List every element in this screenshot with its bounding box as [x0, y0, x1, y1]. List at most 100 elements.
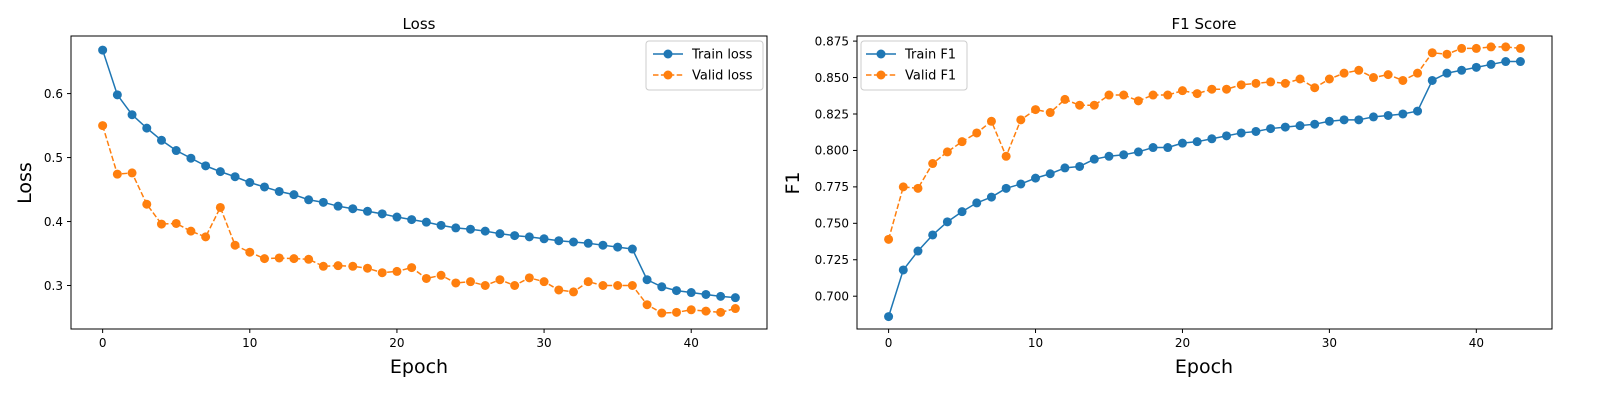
train-f1-point: [1148, 143, 1158, 153]
train-loss-point: [289, 190, 299, 200]
train-f1-point: [928, 230, 938, 240]
valid-loss-point: [348, 261, 358, 271]
train-loss-point: [333, 201, 343, 211]
train-f1-point: [1280, 122, 1290, 132]
f1-y-tick-label: 0.725: [815, 253, 849, 267]
valid-f1-point: [1310, 83, 1320, 93]
valid-loss-point: [730, 304, 740, 314]
train-loss-point: [583, 238, 593, 248]
valid-loss-point: [672, 307, 682, 317]
train-loss-point: [245, 178, 255, 187]
valid-f1-line: [887, 46, 1521, 240]
train-loss-point: [436, 220, 446, 230]
valid-loss-point: [171, 218, 181, 228]
train-f1-point: [1016, 179, 1026, 189]
valid-f1-point: [1075, 100, 1085, 110]
train-f1-point: [913, 246, 923, 256]
train-loss-point: [98, 45, 108, 55]
train-f1-point: [1515, 57, 1525, 67]
valid-loss-point: [318, 261, 328, 271]
train-loss-point: [539, 234, 549, 244]
loss-legend: Train loss Valid loss: [645, 40, 764, 91]
valid-f1-point: [1251, 78, 1261, 88]
valid-f1-point: [1442, 49, 1452, 59]
train-loss-point: [304, 195, 314, 205]
valid-loss-point: [583, 277, 593, 287]
train-loss-point: [524, 232, 534, 242]
legend-train-f1-marker: [876, 49, 886, 59]
loss-chart-xlabel: Epoch: [390, 356, 448, 378]
train-loss-point: [392, 212, 402, 222]
loss-x-tick-label: 40: [684, 336, 699, 350]
loss-chart-ylabel: Loss: [14, 162, 36, 204]
valid-loss-point: [289, 254, 299, 264]
f1-x-tick-label: 10: [1028, 336, 1043, 350]
train-f1-point: [1236, 128, 1246, 138]
valid-loss-point: [230, 240, 240, 250]
valid-loss-point: [333, 261, 343, 271]
train-loss-point: [171, 146, 181, 156]
f1-y-tick-label: 0.825: [815, 107, 849, 121]
valid-loss-point: [539, 277, 549, 287]
valid-f1-point: [1486, 42, 1496, 52]
train-f1-point: [1222, 131, 1232, 141]
valid-f1-point: [1060, 94, 1070, 104]
valid-loss-point: [392, 266, 402, 276]
valid-f1-point: [1192, 89, 1202, 99]
valid-loss-point: [407, 263, 417, 273]
train-loss-point: [348, 204, 358, 214]
valid-f1-point: [1222, 84, 1232, 94]
valid-loss-point: [657, 308, 667, 318]
train-f1-point: [1089, 154, 1099, 164]
valid-loss-point: [245, 247, 255, 257]
train-loss-point: [215, 167, 225, 177]
f1-chart-ylabel: F1: [782, 171, 804, 194]
train-loss-point: [613, 242, 623, 252]
train-f1-point: [1383, 110, 1393, 120]
valid-f1-point: [1413, 68, 1423, 78]
valid-loss-point: [642, 300, 652, 310]
valid-loss-point: [259, 254, 269, 264]
train-loss-point: [495, 229, 505, 239]
valid-f1-point: [1501, 42, 1511, 52]
valid-f1-point: [1515, 43, 1525, 53]
valid-f1-point: [1148, 90, 1158, 100]
valid-f1-point: [957, 137, 967, 147]
train-loss-point: [716, 291, 726, 301]
valid-loss-point: [701, 306, 711, 316]
valid-loss-point: [274, 253, 284, 263]
train-f1-point: [1413, 106, 1423, 116]
valid-loss-point: [421, 273, 431, 283]
train-f1-point: [1310, 119, 1320, 129]
train-loss-point: [377, 209, 387, 219]
f1-axes-frame: [856, 35, 1553, 330]
loss-y-tick-label: 0.3: [44, 279, 63, 293]
valid-loss-point: [186, 226, 196, 236]
train-f1-point: [1031, 173, 1041, 183]
valid-f1-point: [1471, 43, 1481, 53]
valid-f1-point: [1398, 75, 1408, 85]
train-loss-point: [230, 172, 240, 182]
train-loss-point: [627, 244, 637, 254]
valid-f1-point: [1266, 77, 1276, 87]
train-f1-point: [1177, 138, 1187, 148]
train-f1-point: [1104, 151, 1114, 161]
train-f1-point: [1045, 169, 1055, 179]
loss-x-tick-label: 10: [242, 336, 257, 350]
train-f1-point: [1060, 163, 1070, 173]
valid-f1-point: [1001, 151, 1011, 161]
valid-loss-point: [362, 263, 372, 273]
valid-loss-point: [201, 232, 211, 242]
valid-loss-point: [627, 280, 637, 290]
valid-loss-point: [716, 307, 726, 317]
train-f1-point: [972, 198, 982, 208]
f1-y-tick-label: 0.775: [815, 180, 849, 194]
valid-loss-point: [510, 280, 520, 290]
loss-y-tick-label: 0.5: [44, 151, 63, 165]
train-f1-point: [1368, 112, 1378, 122]
f1-y-tick-label: 0.850: [815, 71, 849, 85]
valid-f1-point: [1016, 115, 1026, 125]
train-f1-point: [1266, 124, 1276, 134]
valid-f1-point: [1457, 43, 1467, 53]
train-loss-point: [259, 182, 269, 192]
